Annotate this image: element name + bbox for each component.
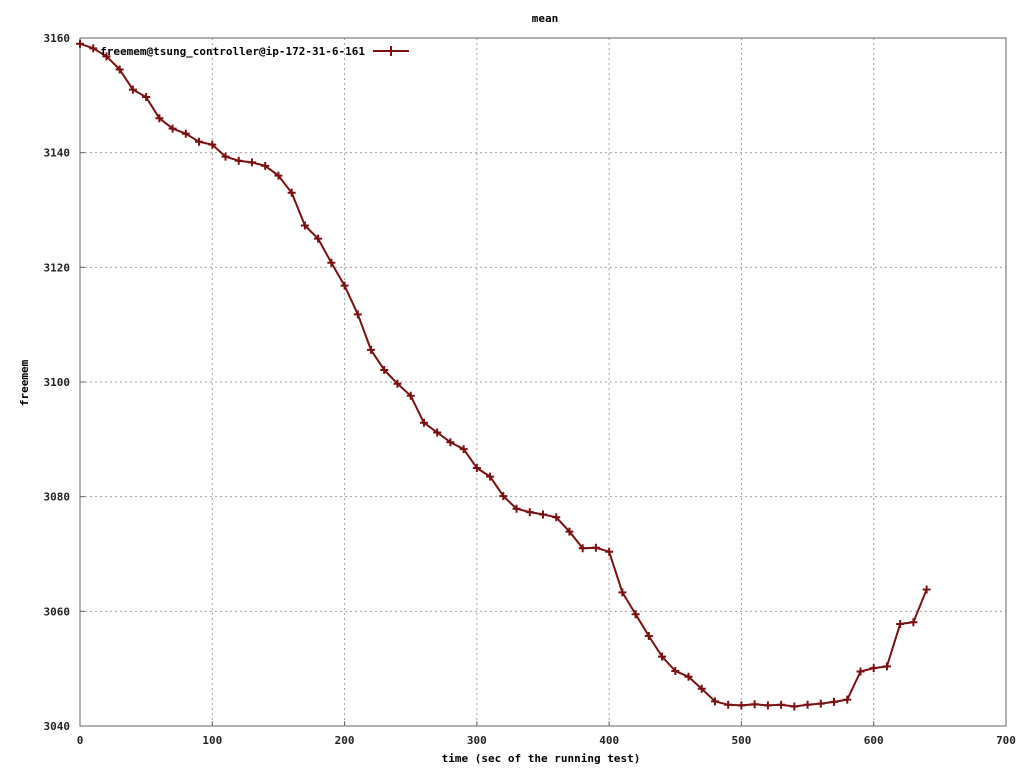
data-point bbox=[221, 152, 230, 161]
data-point bbox=[724, 700, 733, 709]
y-axis-label: freemem bbox=[18, 359, 31, 406]
data-point bbox=[909, 618, 918, 627]
data-point bbox=[565, 527, 574, 536]
y-tick-label: 3120 bbox=[44, 261, 71, 274]
data-point bbox=[512, 504, 521, 513]
series-line bbox=[79, 42, 928, 708]
data-point bbox=[168, 124, 177, 133]
data-point bbox=[128, 85, 137, 94]
data-point bbox=[419, 418, 428, 427]
data-point bbox=[896, 619, 905, 628]
plot-frame bbox=[79, 37, 1007, 727]
data-point bbox=[684, 672, 693, 681]
axis-ticks: 0 100 200 300 400 500 600 700 3040 3060 3080 3100 31… bbox=[44, 32, 1016, 747]
data-point bbox=[181, 129, 190, 138]
data-point bbox=[472, 464, 481, 472]
data-point bbox=[830, 697, 839, 706]
data-point bbox=[856, 667, 865, 676]
data-point bbox=[195, 137, 204, 146]
data-point bbox=[697, 684, 706, 693]
data-point bbox=[234, 156, 243, 165]
data-point bbox=[76, 39, 84, 48]
legend: freemem@tsung_controller@ip-172-31-6-161 bbox=[100, 45, 409, 58]
data-point bbox=[552, 513, 561, 522]
x-tick-label: 500 bbox=[731, 734, 751, 747]
data-point bbox=[658, 652, 667, 661]
data-point bbox=[89, 44, 98, 53]
series-group bbox=[76, 39, 931, 711]
data-point bbox=[539, 510, 547, 519]
data-point bbox=[710, 697, 719, 706]
data-point bbox=[671, 666, 680, 675]
x-tick-label: 100 bbox=[202, 734, 222, 747]
data-point bbox=[816, 699, 825, 708]
y-tick-label: 3100 bbox=[44, 376, 71, 389]
legend-entry-label: freemem@tsung_controller@ip-172-31-6-161 bbox=[100, 45, 365, 58]
data-point bbox=[433, 428, 442, 437]
grid bbox=[80, 38, 1006, 726]
data-point bbox=[486, 472, 495, 481]
data-point bbox=[737, 701, 746, 710]
y-tick-label: 3080 bbox=[44, 491, 71, 504]
data-point bbox=[406, 391, 415, 400]
data-point bbox=[353, 310, 362, 319]
data-point bbox=[261, 161, 270, 170]
data-point bbox=[142, 93, 151, 102]
data-point bbox=[102, 52, 111, 61]
data-point bbox=[287, 188, 296, 197]
data-point bbox=[459, 445, 468, 454]
data-point bbox=[380, 365, 389, 374]
data-point bbox=[578, 544, 587, 553]
data-point bbox=[790, 702, 799, 711]
data-point bbox=[115, 65, 124, 74]
x-axis-label: time (sec of the running test) bbox=[442, 752, 641, 765]
data-point bbox=[300, 221, 309, 230]
data-point bbox=[367, 345, 376, 354]
data-point bbox=[274, 171, 283, 180]
data-point bbox=[605, 547, 614, 556]
data-point bbox=[525, 508, 534, 517]
data-point bbox=[208, 140, 217, 149]
y-tick-label: 3160 bbox=[44, 32, 71, 45]
data-point bbox=[843, 695, 852, 704]
data-point bbox=[882, 662, 891, 671]
y-tick-label: 3140 bbox=[44, 147, 71, 160]
x-tick-label: 400 bbox=[599, 734, 619, 747]
data-point bbox=[750, 700, 759, 709]
legend-marker bbox=[386, 46, 396, 56]
chart-title: mean bbox=[532, 12, 559, 25]
x-tick-label: 300 bbox=[467, 734, 487, 747]
data-point bbox=[777, 700, 786, 709]
x-tick-label: 700 bbox=[996, 734, 1016, 747]
x-tick-label: 0 bbox=[77, 734, 84, 747]
data-point bbox=[922, 585, 931, 594]
data-point bbox=[327, 258, 336, 267]
data-point bbox=[393, 379, 402, 388]
data-point bbox=[644, 631, 653, 640]
data-point bbox=[591, 543, 600, 552]
data-point bbox=[763, 701, 772, 710]
data-point bbox=[803, 700, 812, 709]
data-point bbox=[340, 281, 349, 290]
data-point bbox=[247, 158, 256, 167]
data-point bbox=[446, 438, 455, 447]
data-point bbox=[499, 492, 508, 501]
x-tick-label: 200 bbox=[335, 734, 355, 747]
y-tick-label: 3040 bbox=[44, 720, 71, 733]
x-tick-label: 600 bbox=[864, 734, 884, 747]
data-point bbox=[618, 588, 627, 597]
data-point bbox=[631, 610, 640, 619]
data-point bbox=[314, 234, 323, 243]
y-tick-label: 3060 bbox=[44, 605, 71, 618]
data-point bbox=[869, 664, 878, 673]
data-point bbox=[155, 114, 164, 123]
